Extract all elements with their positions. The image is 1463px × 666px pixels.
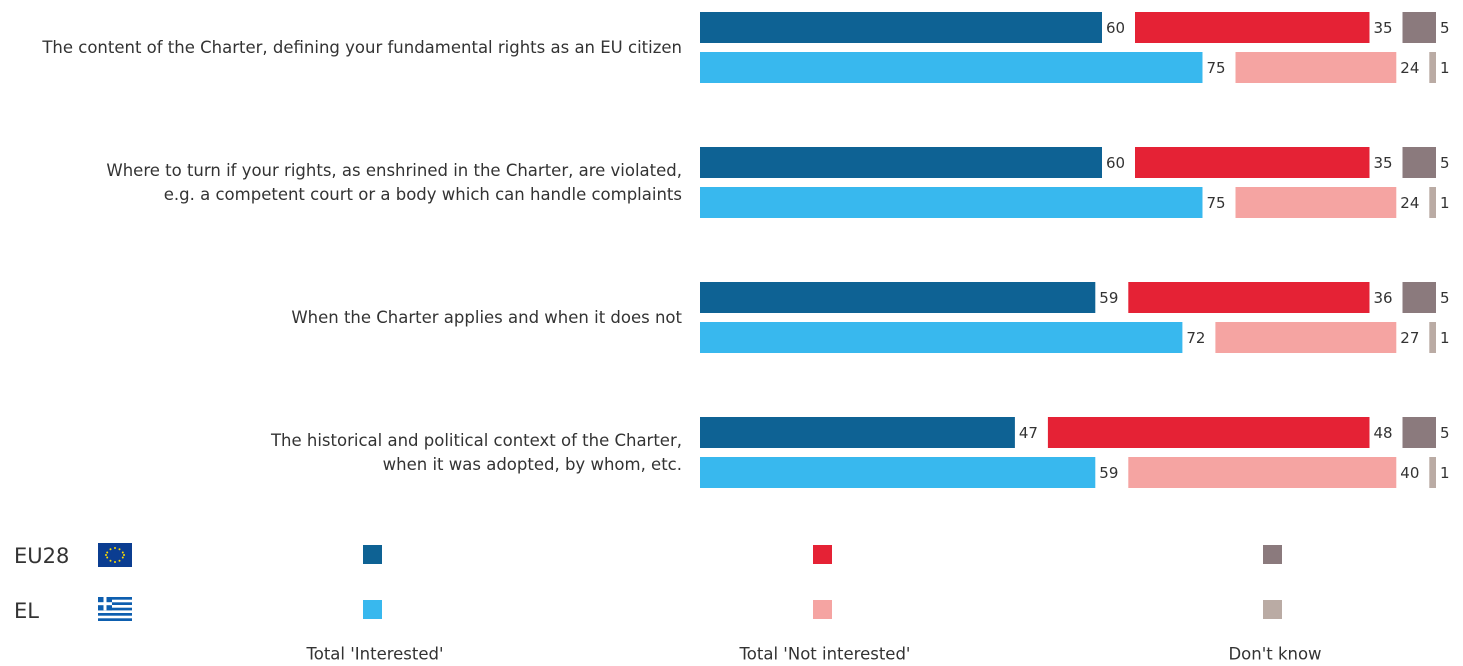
bar-segment <box>700 147 1102 178</box>
legend-swatch <box>813 545 832 564</box>
eu-flag <box>98 543 132 567</box>
bar-segment <box>700 52 1203 83</box>
bar-segment <box>700 322 1183 353</box>
value-label: 75 <box>1207 194 1226 212</box>
bar-segment <box>1402 12 1436 43</box>
value-label: 5 <box>1440 154 1450 172</box>
bar-segment <box>1135 147 1370 178</box>
legend-row-label: EL <box>14 599 39 623</box>
bar-segment <box>1128 282 1370 313</box>
category-label: When the Charter applies and when it doe… <box>291 308 682 327</box>
value-label: 36 <box>1374 289 1393 307</box>
value-label: 75 <box>1207 59 1226 77</box>
bar-segment <box>1429 457 1436 488</box>
bar-segment <box>1429 322 1436 353</box>
bar-segment <box>1429 187 1436 218</box>
legend-swatch <box>1263 600 1282 619</box>
bar-segment <box>1429 52 1436 83</box>
value-label: 47 <box>1019 424 1038 442</box>
bar-segment <box>700 12 1102 43</box>
bar-segment <box>1235 187 1397 218</box>
value-label: 5 <box>1440 424 1450 442</box>
bar-segment <box>1402 282 1436 313</box>
value-label: 24 <box>1400 194 1419 212</box>
category-label: The content of the Charter, defining you… <box>42 38 682 57</box>
value-label: 1 <box>1440 329 1450 347</box>
bar-segment <box>700 417 1015 448</box>
value-label: 72 <box>1186 329 1205 347</box>
value-label: 40 <box>1400 464 1419 482</box>
legend-swatch <box>813 600 832 619</box>
value-label: 35 <box>1374 154 1393 172</box>
value-label: 5 <box>1440 289 1450 307</box>
legend-swatch <box>363 545 382 564</box>
value-label: 1 <box>1440 59 1450 77</box>
bar-segment <box>1402 147 1436 178</box>
legend-swatch <box>363 600 382 619</box>
legend-label: Total 'Interested' <box>305 645 443 664</box>
bar-segment <box>1215 322 1397 353</box>
legend-swatch <box>1263 545 1282 564</box>
bar-segment <box>1128 457 1397 488</box>
value-label: 60 <box>1106 154 1125 172</box>
value-label: 1 <box>1440 194 1450 212</box>
legend-label: Don't know <box>1228 645 1321 664</box>
value-label: 59 <box>1099 464 1118 482</box>
value-label: 48 <box>1374 424 1393 442</box>
bar-segment <box>700 457 1096 488</box>
bar-segment <box>1135 12 1370 43</box>
bar-segment <box>1402 417 1436 448</box>
value-label: 1 <box>1440 464 1450 482</box>
bar-segment <box>700 187 1203 218</box>
value-label: 35 <box>1374 19 1393 37</box>
value-label: 60 <box>1106 19 1125 37</box>
legend-row-label: EU28 <box>14 544 69 568</box>
bar-segment <box>1047 417 1370 448</box>
bar-segment <box>700 282 1096 313</box>
category-label: The historical and political context of … <box>270 431 682 474</box>
bar-segment <box>1235 52 1397 83</box>
category-label: Where to turn if your rights, as enshrin… <box>106 161 682 204</box>
value-label: 27 <box>1400 329 1419 347</box>
legend-label: Total 'Not interested' <box>739 645 911 664</box>
value-label: 5 <box>1440 19 1450 37</box>
greek-flag <box>98 597 132 621</box>
value-label: 24 <box>1400 59 1419 77</box>
value-label: 59 <box>1099 289 1118 307</box>
